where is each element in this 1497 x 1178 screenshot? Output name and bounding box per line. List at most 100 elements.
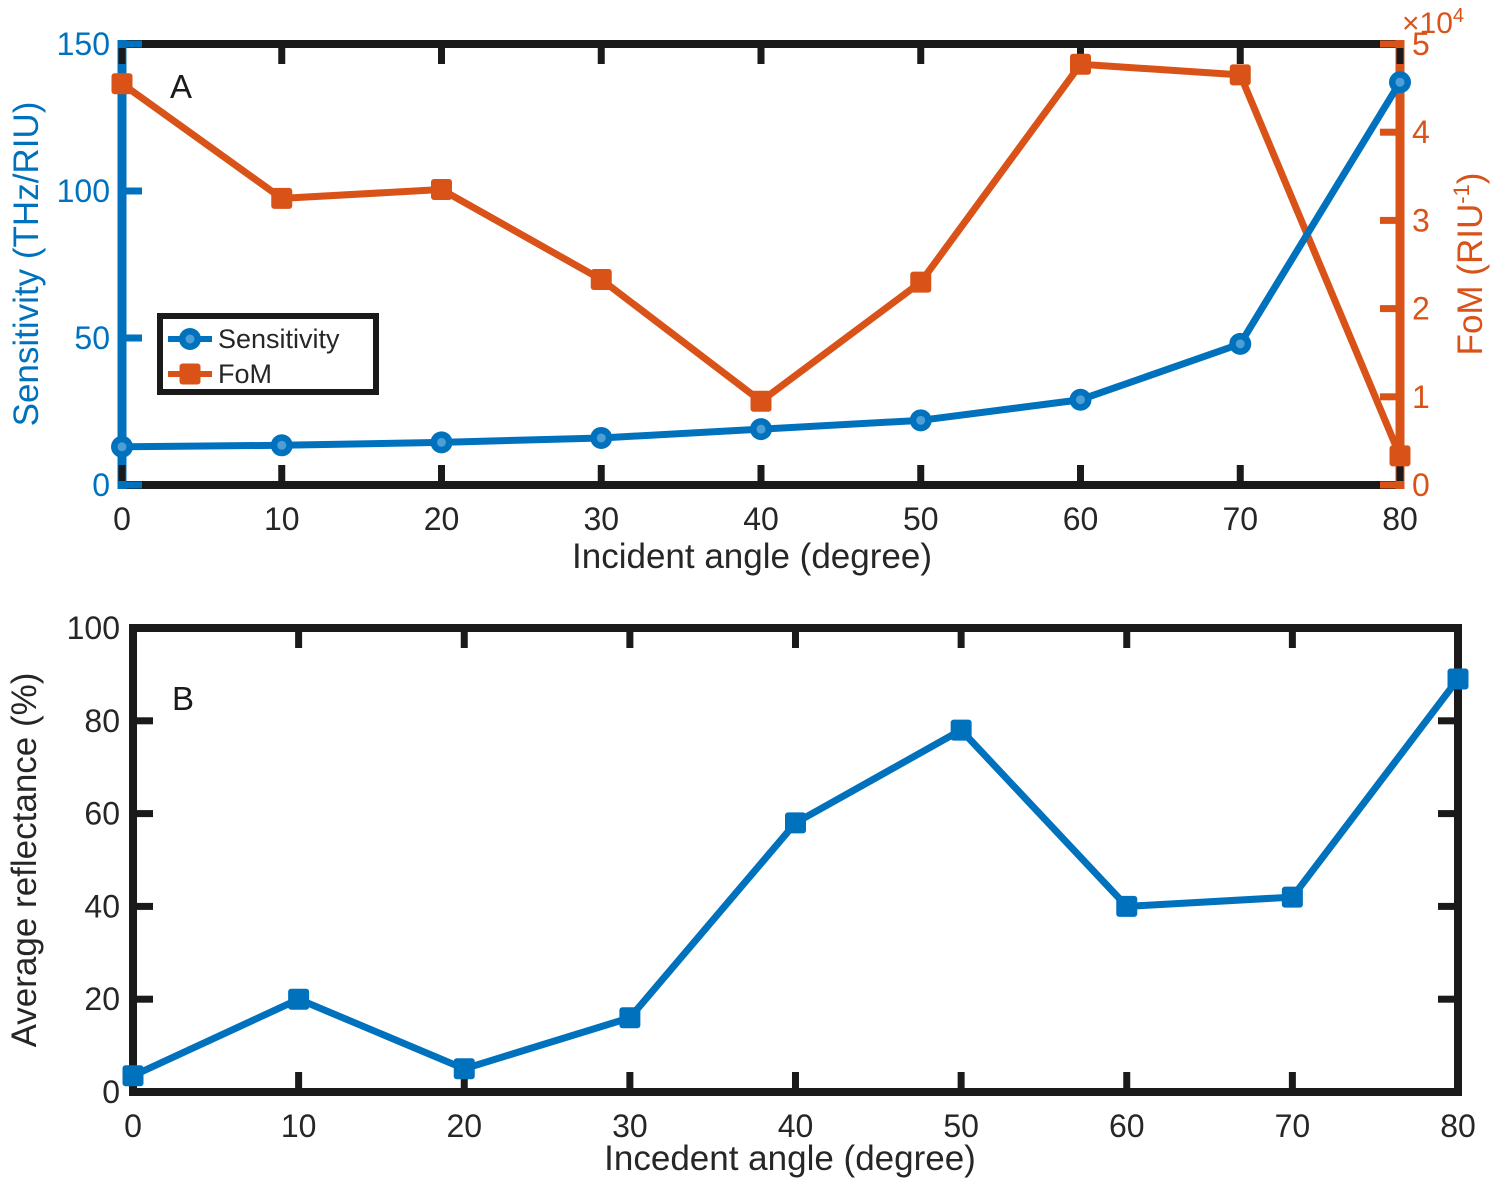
fom-series-marker	[590, 268, 612, 290]
x-tick	[278, 465, 286, 481]
x-tick-top	[295, 632, 303, 648]
legend-label: Sensitivity	[218, 324, 340, 354]
panel-b-letter: B	[172, 680, 194, 717]
y-tick	[137, 717, 153, 725]
x-tick	[757, 465, 765, 481]
y-tick-right	[1438, 902, 1454, 910]
data-point-circle-center	[596, 433, 606, 443]
reflectance-series-marker	[619, 1007, 641, 1029]
x-tick-label: 80	[1440, 1108, 1476, 1144]
panel-b-bottom-spine	[129, 1088, 1462, 1096]
data-point-circle-center	[1235, 339, 1245, 349]
y-left-tick	[126, 40, 142, 48]
x-tick-top	[1396, 48, 1404, 64]
y-right-tick-label: 4	[1412, 114, 1430, 150]
y-tick-right	[1438, 995, 1454, 1003]
reflectance-series-marker	[453, 1058, 475, 1080]
panel-a-left-spine	[117, 40, 127, 489]
x-tick-top	[1123, 632, 1131, 648]
y-tick	[137, 810, 153, 818]
fom-series-marker	[1070, 53, 1091, 75]
y-right-tick	[1380, 40, 1396, 48]
reflectance-series-marker	[950, 719, 972, 741]
x-tick	[438, 465, 445, 481]
panel-a-ylabel-left: Sensitivity (THz/RIU)	[7, 102, 46, 427]
x-tick	[1288, 1072, 1296, 1088]
x-tick	[626, 1072, 634, 1088]
y-right-tick-label: 1	[1412, 379, 1430, 415]
y-right-tick-label: 3	[1412, 202, 1430, 238]
x-tick-label: 30	[612, 1108, 648, 1144]
y-left-tick-label: 100	[57, 173, 110, 209]
panel-b-top-spine	[129, 624, 1462, 632]
x-tick	[792, 1072, 799, 1088]
x-tick-label: 20	[424, 501, 460, 537]
legend-marker	[179, 363, 201, 385]
x-tick	[118, 465, 126, 481]
x-tick	[1236, 465, 1244, 481]
panel-a-right-spine	[1395, 40, 1405, 489]
x-tick	[1454, 1072, 1462, 1088]
x-tick-top	[626, 632, 634, 648]
x-tick-label: 50	[903, 501, 939, 537]
x-tick-label: 40	[778, 1108, 814, 1144]
x-tick	[957, 1072, 965, 1088]
y-right-tick	[1380, 481, 1396, 489]
y-left-tick-label: 0	[92, 467, 110, 503]
x-tick-top	[792, 632, 799, 648]
y-tick-right	[1438, 810, 1454, 818]
panel-b-xlabel: Incedent angle (degree)	[604, 1139, 976, 1178]
x-tick-label: 80	[1382, 501, 1418, 537]
y-right-tick-label: 0	[1412, 467, 1430, 503]
panel-b-left-spine	[129, 624, 137, 1096]
x-tick-label: 60	[1063, 501, 1099, 537]
x-tick	[917, 465, 925, 481]
x-tick-top	[597, 48, 605, 64]
y-tick-label: 100	[67, 610, 120, 646]
x-tick-label: 40	[743, 501, 779, 537]
reflectance-series	[122, 668, 1469, 1087]
y-tick-right	[1438, 624, 1454, 632]
panel-a-top-spine	[118, 40, 1404, 48]
y-right-tick-label: 5	[1412, 26, 1430, 62]
x-tick-top	[278, 48, 286, 64]
panel-b-ylabel: Average reflectance (%)	[5, 673, 44, 1048]
data-point-circle-center	[277, 440, 287, 450]
x-tick-label: 30	[583, 501, 619, 537]
y-left-tick	[126, 334, 142, 342]
x-tick-label: 10	[281, 1108, 317, 1144]
x-tick-top	[1454, 632, 1462, 648]
y-right-multiplier: ×104	[1402, 5, 1464, 40]
panel-a-letter: A	[170, 68, 192, 105]
data-point-circle-center	[117, 442, 127, 452]
reflectance-series-marker	[1116, 895, 1138, 917]
y-tick-label: 0	[102, 1074, 120, 1110]
x-tick-top	[957, 632, 965, 648]
x-tick-top	[757, 48, 765, 64]
fom-series-marker	[910, 271, 932, 293]
y-tick-right	[1438, 1088, 1454, 1096]
panel-a-xlabel: Incident angle (degree)	[572, 537, 932, 576]
y-tick-label: 40	[84, 888, 120, 924]
y-tick-label: 80	[84, 703, 120, 739]
y-right-tick	[1380, 393, 1396, 401]
y-left-tick-label: 50	[74, 320, 110, 356]
fom-series-marker	[431, 179, 452, 201]
fom-series-marker	[750, 390, 772, 412]
x-tick-label: 70	[1222, 501, 1258, 537]
x-tick	[1077, 465, 1084, 481]
data-point-circle-center	[1395, 77, 1405, 87]
data-point-circle-center	[1076, 395, 1085, 405]
fom-series-marker	[1389, 445, 1411, 467]
data-point-circle-center	[916, 415, 926, 425]
data-point-circle-center	[185, 334, 195, 344]
x-tick	[460, 1072, 468, 1088]
fom-series	[111, 53, 1411, 467]
y-left-tick	[126, 481, 142, 489]
x-tick	[1396, 465, 1404, 481]
panel-b-right-spine	[1454, 624, 1462, 1096]
y-right-tick	[1380, 216, 1396, 224]
x-tick-label: 0	[124, 1108, 142, 1144]
